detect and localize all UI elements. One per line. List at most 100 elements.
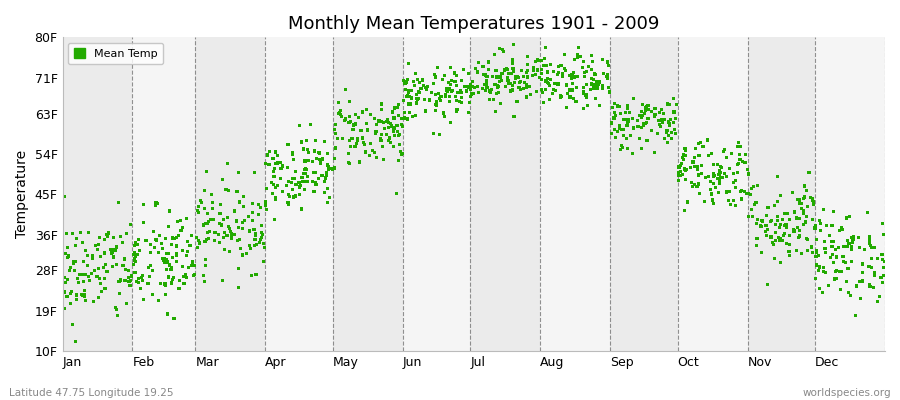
- Point: [345, 135, 359, 141]
- Point: [297, 186, 311, 192]
- Point: [270, 152, 284, 158]
- Point: [332, 110, 347, 117]
- Point: [607, 115, 621, 122]
- Point: [374, 138, 388, 144]
- Point: [570, 51, 584, 58]
- Point: [160, 250, 175, 256]
- Point: [259, 206, 274, 212]
- Point: [112, 278, 126, 285]
- Point: [754, 218, 769, 224]
- Point: [587, 71, 601, 77]
- Point: [202, 236, 216, 242]
- Point: [726, 180, 741, 186]
- Point: [864, 264, 878, 271]
- Point: [183, 242, 197, 248]
- Point: [832, 268, 847, 275]
- Point: [166, 274, 181, 280]
- Point: [365, 147, 380, 154]
- Point: [808, 222, 823, 228]
- Point: [462, 71, 476, 77]
- Point: [110, 312, 124, 319]
- Point: [77, 288, 92, 294]
- Point: [544, 76, 558, 82]
- Point: [765, 218, 779, 224]
- Point: [419, 87, 434, 93]
- Point: [315, 156, 329, 162]
- Point: [454, 88, 468, 94]
- Point: [437, 114, 452, 120]
- Point: [671, 164, 686, 170]
- Point: [794, 205, 808, 212]
- Point: [796, 207, 811, 214]
- Point: [751, 216, 765, 223]
- Point: [437, 72, 452, 79]
- Point: [274, 165, 288, 172]
- Point: [292, 180, 306, 186]
- Point: [169, 250, 184, 256]
- Point: [478, 72, 492, 78]
- Point: [647, 106, 662, 112]
- Point: [580, 68, 594, 75]
- Point: [242, 228, 256, 234]
- Point: [505, 70, 519, 77]
- Point: [621, 122, 635, 128]
- Point: [268, 194, 283, 200]
- Point: [200, 230, 214, 236]
- Point: [355, 136, 369, 142]
- Point: [113, 277, 128, 283]
- Point: [159, 267, 174, 273]
- Point: [289, 193, 303, 199]
- Point: [749, 243, 763, 249]
- Point: [677, 166, 691, 172]
- Point: [666, 95, 680, 101]
- Point: [328, 131, 343, 137]
- Point: [876, 264, 890, 270]
- Point: [679, 167, 693, 173]
- Point: [634, 125, 648, 131]
- Point: [467, 84, 482, 91]
- Point: [283, 193, 297, 199]
- Point: [77, 293, 92, 300]
- Point: [577, 89, 591, 95]
- Point: [792, 233, 806, 239]
- Point: [511, 74, 526, 80]
- Point: [90, 246, 104, 253]
- Point: [374, 118, 389, 125]
- Point: [100, 268, 114, 274]
- Point: [212, 210, 227, 217]
- Point: [740, 190, 754, 196]
- Bar: [266, 37, 333, 351]
- Point: [490, 74, 504, 80]
- Point: [706, 161, 721, 168]
- Point: [828, 268, 842, 275]
- Point: [694, 140, 708, 146]
- Point: [267, 216, 282, 222]
- Point: [98, 285, 112, 291]
- Point: [557, 65, 572, 72]
- Point: [832, 244, 846, 251]
- Point: [614, 142, 628, 149]
- Point: [282, 191, 296, 198]
- Point: [159, 256, 174, 263]
- Point: [519, 94, 534, 100]
- Point: [608, 116, 622, 122]
- Point: [450, 83, 464, 89]
- Point: [199, 221, 213, 227]
- Point: [740, 167, 754, 173]
- Point: [285, 151, 300, 158]
- Point: [671, 169, 686, 175]
- Point: [127, 252, 141, 258]
- Point: [550, 71, 564, 78]
- Point: [829, 267, 843, 274]
- Point: [253, 204, 267, 211]
- Point: [652, 109, 667, 116]
- Point: [841, 265, 855, 272]
- Point: [536, 90, 550, 96]
- Point: [320, 150, 335, 157]
- Point: [706, 172, 720, 179]
- Point: [677, 207, 691, 214]
- Point: [97, 236, 112, 242]
- Point: [433, 95, 447, 101]
- Point: [466, 90, 481, 97]
- Point: [834, 224, 849, 230]
